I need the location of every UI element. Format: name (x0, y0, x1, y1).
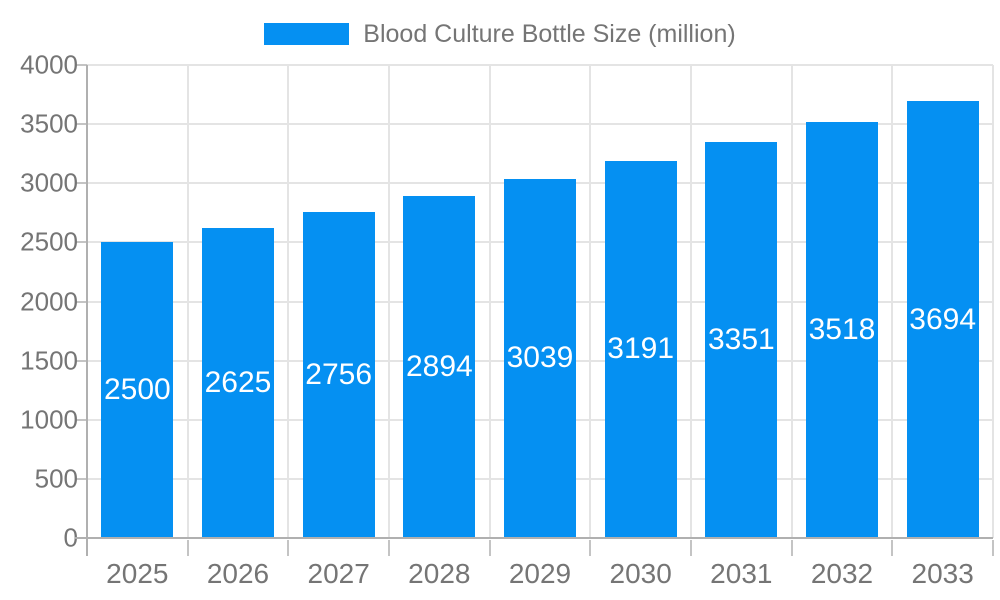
y-tick-label: 1500 (20, 345, 78, 376)
bar-value-label: 3039 (506, 341, 574, 375)
bar[interactable] (604, 160, 677, 538)
legend-item[interactable]: Blood Culture Bottle Size (million) (0, 20, 1000, 48)
x-axis-line (75, 537, 993, 539)
bar[interactable] (101, 242, 174, 538)
v-gridline (790, 65, 793, 538)
x-tick-label: 2025 (106, 558, 169, 589)
v-gridline (488, 65, 491, 538)
y-axis-tick (75, 359, 87, 362)
y-axis-tick (75, 300, 87, 303)
h-gridline (87, 64, 993, 66)
v-gridline (992, 65, 994, 538)
y-axis-tick (75, 241, 87, 244)
legend-swatch-icon (264, 23, 350, 45)
bar[interactable] (906, 101, 979, 538)
v-gridline (690, 65, 692, 538)
y-tick-label: 3500 (20, 108, 78, 139)
y-tick-label: 3000 (20, 167, 78, 198)
x-axis-tick (891, 540, 894, 556)
y-tick-label: 1000 (20, 404, 78, 435)
legend-label: Blood Culture Bottle Size (million) (363, 20, 736, 48)
x-tick-label: 2029 (508, 558, 572, 589)
v-gridline (589, 65, 592, 538)
y-axis-tick (75, 123, 87, 126)
x-tick-label: 2032 (810, 558, 874, 589)
y-axis-tick (75, 64, 87, 66)
x-axis-tick (589, 540, 592, 556)
x-tick-label: 2027 (307, 558, 370, 589)
bar[interactable] (202, 227, 274, 538)
v-gridline (287, 65, 290, 538)
y-axis-tick (75, 477, 87, 480)
x-tick-label: 2028 (408, 558, 471, 589)
bar[interactable] (705, 141, 778, 538)
v-gridline (891, 65, 894, 538)
x-tick-label: 2033 (911, 558, 974, 589)
x-axis-tick (488, 540, 491, 556)
y-tick-label: 4000 (20, 49, 78, 80)
v-gridline (186, 65, 189, 538)
bar-value-label: 3518 (808, 312, 876, 346)
x-axis-tick (690, 540, 692, 556)
x-axis-tick (790, 540, 793, 556)
bar-value-label: 2756 (305, 358, 373, 392)
h-gridline (87, 123, 993, 126)
bar[interactable] (302, 212, 375, 538)
x-axis-tick (186, 540, 189, 556)
x-tick-label: 2030 (609, 558, 672, 589)
y-tick-label: 2000 (20, 286, 78, 316)
y-tick-label: 2500 (20, 226, 78, 257)
v-gridline (388, 65, 390, 538)
bar-value-label: 2894 (405, 349, 473, 383)
x-axis-tick (287, 540, 290, 556)
x-tick-label: 2026 (206, 558, 270, 589)
bar-value-label: 2500 (103, 373, 171, 407)
bar-value-label: 2625 (204, 365, 272, 399)
bar[interactable] (403, 195, 476, 538)
x-axis-tick (388, 540, 390, 556)
bar-value-label: 3694 (909, 302, 977, 336)
x-tick-label: 2031 (710, 558, 773, 589)
bar[interactable] (806, 121, 878, 538)
y-axis-line (86, 65, 88, 556)
bar-value-label: 3191 (607, 332, 675, 366)
y-tick-label: 500 (34, 463, 78, 494)
y-tick-label: 0 (63, 522, 78, 553)
bar[interactable] (504, 178, 576, 538)
bar-value-label: 3351 (707, 322, 775, 356)
x-axis-tick (992, 540, 994, 556)
y-axis-tick (75, 418, 87, 421)
y-axis-tick (75, 182, 87, 185)
